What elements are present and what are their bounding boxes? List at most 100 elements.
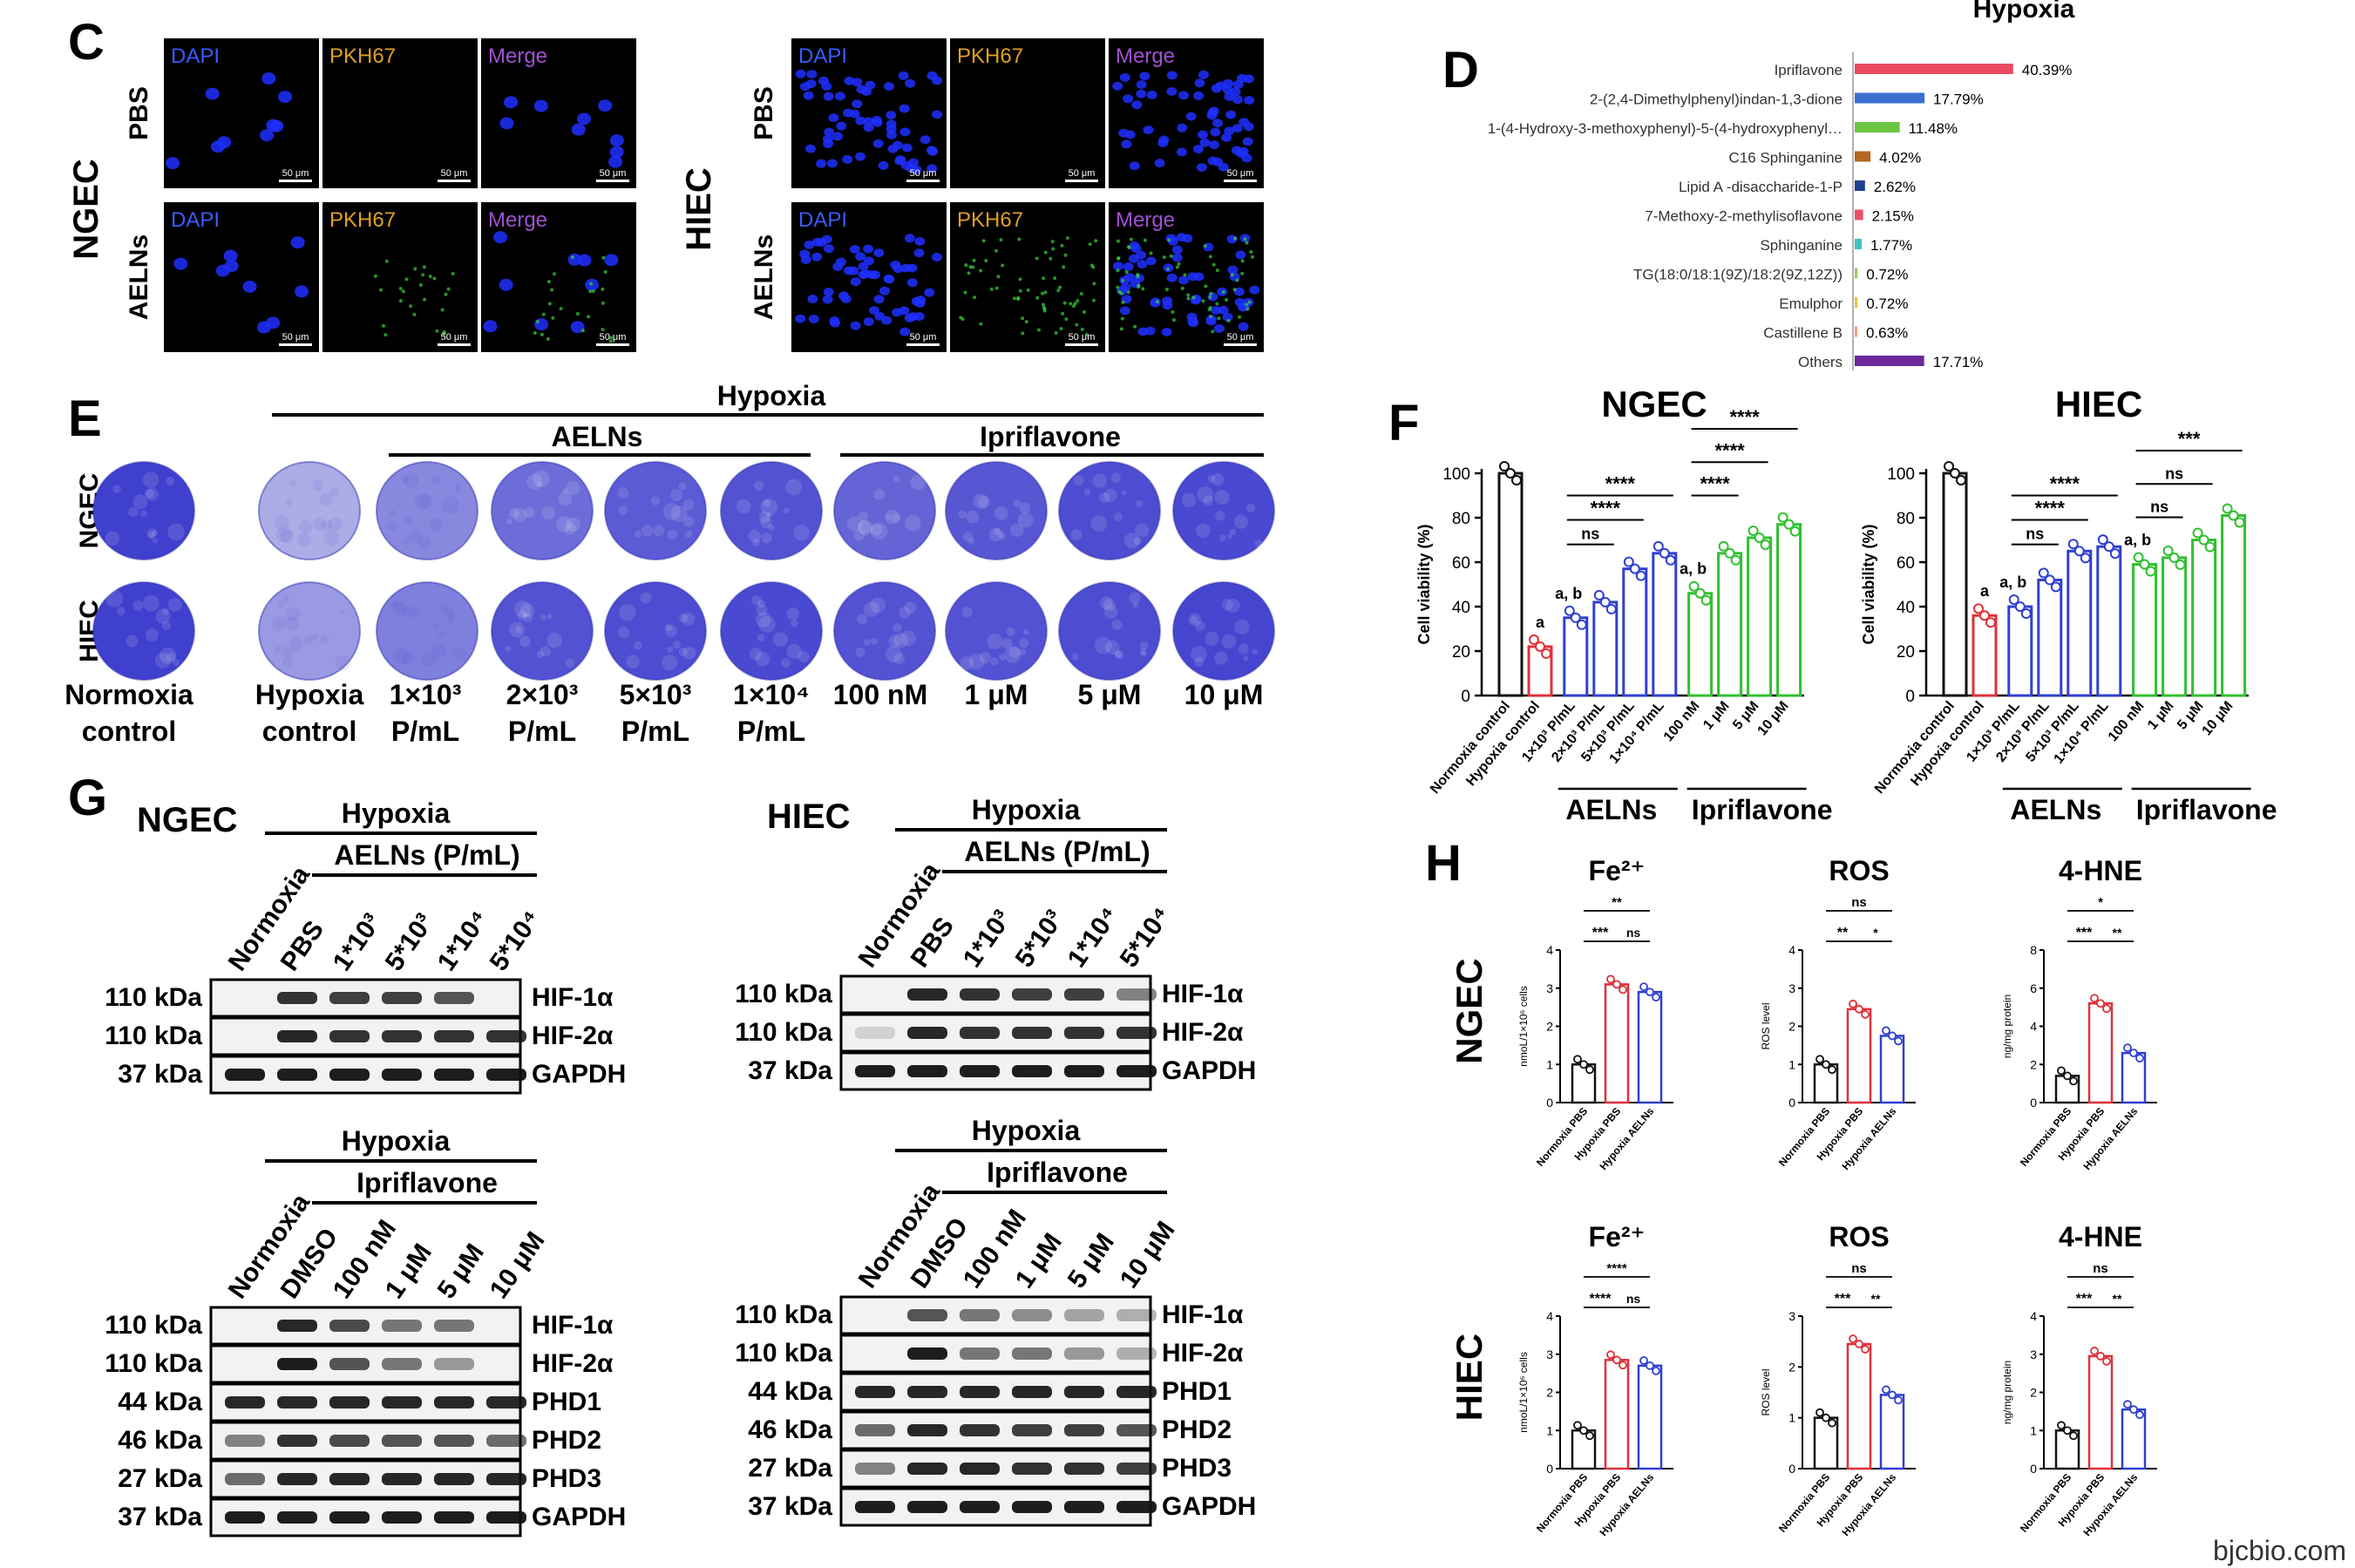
vesicle: [1247, 300, 1252, 304]
well-texture: [855, 647, 865, 657]
protein-band: [960, 1501, 1000, 1513]
vesicle: [1240, 271, 1245, 275]
mini-data-point: [1888, 1031, 1897, 1041]
sig-label: ns: [1581, 526, 1599, 543]
nucleus: [804, 144, 816, 153]
mini-data-point: [1882, 1026, 1890, 1035]
protein-band: [1064, 1424, 1104, 1436]
compound-percent: 11.48%: [1909, 120, 1958, 137]
y-tick-label: 20: [1452, 643, 1470, 662]
mini-y-tick-label: 1: [1546, 1423, 1553, 1437]
mini-sig-label: ns: [2093, 1261, 2108, 1276]
channel-label-merge: Merge: [488, 208, 547, 232]
well-label-line1: 1 μM: [965, 679, 1028, 710]
stained-well: [1173, 582, 1274, 680]
nucleus: [1208, 140, 1219, 150]
nucleus: [577, 254, 592, 267]
lane-label: PBS: [906, 913, 960, 973]
well-texture: [274, 514, 289, 530]
well-texture: [870, 522, 888, 540]
protein-band: [1064, 1501, 1104, 1513]
nucleus: [242, 280, 257, 293]
viability-bar: [1652, 552, 1678, 697]
well-texture: [757, 600, 766, 608]
well-texture: [682, 612, 696, 626]
nucleus: [1150, 297, 1161, 307]
well-texture: [1203, 495, 1214, 506]
nucleus: [850, 321, 861, 330]
well-texture: [1140, 651, 1147, 657]
mini-data-point: [2123, 1400, 2132, 1409]
well-rim: [604, 461, 707, 560]
sig-letter: a: [1536, 614, 1545, 631]
well-texture: [1094, 636, 1112, 655]
well-texture: [393, 647, 411, 665]
protein-band: [277, 1396, 317, 1408]
well-texture: [1196, 523, 1211, 539]
nucleus: [856, 85, 867, 94]
vesicle: [1075, 322, 1079, 327]
well-texture: [863, 601, 879, 618]
nucleus: [1162, 301, 1173, 310]
well-texture: [766, 512, 772, 518]
mini-data-point: [2090, 1347, 2099, 1355]
nucleus: [1192, 145, 1204, 154]
nucleus: [598, 99, 613, 112]
well-texture: [142, 472, 159, 488]
protein-band: [1116, 1424, 1157, 1436]
well-rim: [833, 581, 936, 681]
well-texture: [1013, 499, 1021, 507]
well-texture: [512, 508, 527, 522]
y-tick-label: 100: [1442, 465, 1470, 484]
compound-bar: [1855, 209, 1863, 221]
vesicle: [1018, 288, 1022, 293]
nucleus: [842, 108, 853, 118]
well-texture: [1133, 537, 1142, 546]
data-point: [1956, 475, 1966, 485]
vesicle: [373, 274, 377, 278]
well-texture: [431, 622, 440, 630]
vesicle: [550, 288, 554, 292]
mini-data-point: [1861, 1345, 1870, 1354]
vesicle: [412, 312, 417, 316]
well-texture: [760, 516, 772, 528]
nucleus: [1213, 323, 1225, 333]
scale-bar-label: 50 μm: [282, 332, 309, 343]
blot-header-hypoxia: Hypoxia: [342, 798, 451, 829]
nucleus: [800, 255, 811, 264]
well-texture: [401, 650, 416, 666]
well-texture: [768, 524, 775, 532]
data-point: [1789, 526, 1801, 537]
well-texture: [863, 638, 871, 646]
data-point: [2204, 541, 2216, 553]
nucleus: [608, 155, 623, 168]
nucleus: [570, 321, 585, 334]
mini-data-point: [2069, 1076, 2078, 1086]
vesicle: [570, 255, 574, 260]
well-texture: [454, 484, 463, 492]
data-point: [2103, 541, 2114, 553]
well-texture: [758, 615, 776, 633]
vesicle: [1062, 265, 1066, 269]
protein-band: [486, 1435, 526, 1447]
protein-band: [382, 1030, 422, 1042]
stained-well: [721, 462, 822, 560]
nucleus: [886, 130, 898, 139]
mini-y-label: ng/mg protein: [2001, 1361, 2013, 1424]
well-texture: [900, 630, 916, 647]
nucleus: [1210, 127, 1221, 137]
well-texture: [536, 650, 545, 658]
compound-percent: 17.79%: [1933, 92, 1984, 108]
vesicle: [552, 272, 556, 276]
nucleus: [217, 136, 232, 149]
data-point: [2044, 574, 2055, 586]
compound-percent: 0.72%: [1866, 267, 1908, 283]
molecular-weight-label: 110 kDa: [105, 983, 202, 1012]
protein-band: [960, 988, 1000, 1001]
nucleus: [1124, 130, 1136, 139]
protein-band: [434, 992, 474, 1004]
compound-name: 7-Methoxy-2-methylisoflavone: [1645, 208, 1843, 225]
nucleus: [804, 240, 815, 249]
nucleus: [1123, 94, 1134, 104]
well-texture: [132, 494, 148, 509]
